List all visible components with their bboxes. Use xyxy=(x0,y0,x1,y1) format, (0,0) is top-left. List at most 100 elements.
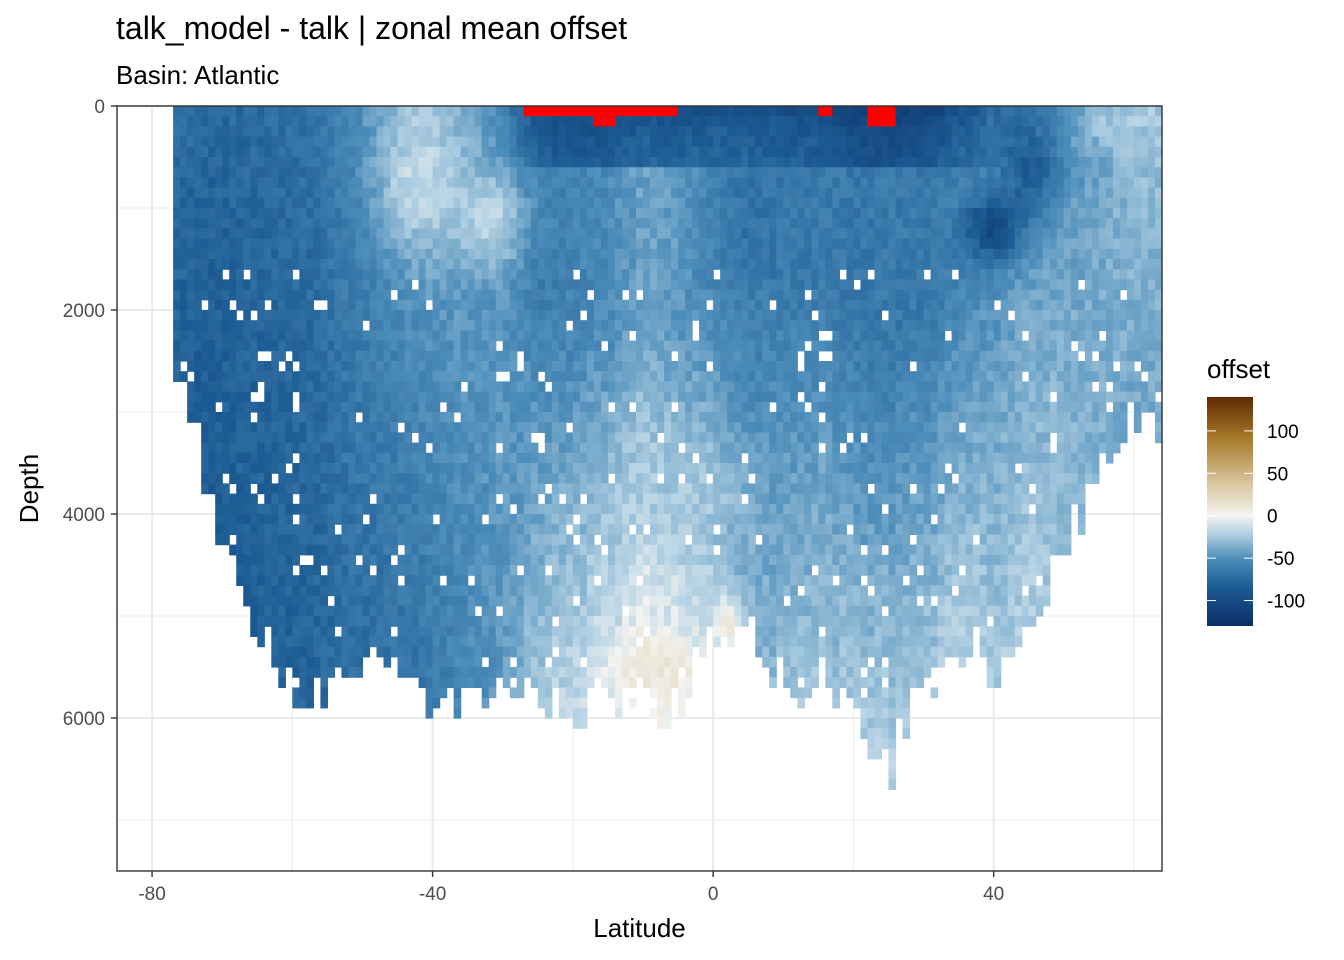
heatmap-cell xyxy=(790,116,798,127)
heatmap-cell xyxy=(643,463,651,474)
heatmap-cell xyxy=(474,656,483,668)
heatmap-cell xyxy=(306,544,314,556)
heatmap-cell xyxy=(355,524,364,535)
heatmap-cell xyxy=(741,463,749,474)
heatmap-cell xyxy=(748,432,756,444)
heatmap-cell xyxy=(804,585,812,597)
heatmap-cell xyxy=(432,391,441,403)
heatmap-cell xyxy=(797,636,805,648)
heatmap-cell xyxy=(790,636,798,648)
heatmap-cell xyxy=(306,116,314,127)
heatmap-cell xyxy=(565,177,574,189)
heatmap-cell xyxy=(818,228,826,240)
heatmap-cell xyxy=(699,514,707,525)
heatmap-cell xyxy=(376,534,385,546)
heatmap-cell xyxy=(825,575,833,586)
heatmap-cell xyxy=(523,646,532,658)
heatmap-cell xyxy=(579,483,588,495)
heatmap-cell xyxy=(678,361,686,372)
heatmap-cell xyxy=(572,677,581,688)
heatmap-cell xyxy=(236,218,244,229)
heatmap-cell xyxy=(762,157,770,168)
heatmap-cell xyxy=(607,524,616,535)
heatmap-cell xyxy=(320,687,328,699)
heatmap-cell xyxy=(187,126,195,138)
heatmap-cell xyxy=(299,646,307,658)
heatmap-cell xyxy=(762,106,770,117)
heatmap-cell xyxy=(446,248,455,260)
heatmap-cell xyxy=(572,718,581,729)
heatmap-cell xyxy=(453,667,462,678)
heatmap-cell xyxy=(720,524,728,535)
heatmap-cell xyxy=(355,493,364,505)
heatmap-cell xyxy=(825,463,833,474)
heatmap-cell xyxy=(222,157,230,168)
heatmap-cell xyxy=(292,106,300,117)
heatmap-cell xyxy=(544,401,553,413)
heatmap-cell xyxy=(614,554,623,566)
heatmap-cell xyxy=(516,605,525,617)
heatmap-cell xyxy=(215,310,223,321)
heatmap-cell xyxy=(523,391,532,403)
heatmap-cell xyxy=(516,626,525,637)
heatmap-cell xyxy=(706,146,714,158)
heatmap-cell xyxy=(699,646,707,658)
heatmap-cell xyxy=(769,626,777,637)
heatmap-cell xyxy=(621,422,630,433)
heatmap-cell xyxy=(720,187,728,199)
heatmap-cell xyxy=(439,616,448,627)
heatmap-cell xyxy=(243,299,251,311)
heatmap-cell xyxy=(628,616,637,627)
heatmap-cell xyxy=(215,493,223,505)
heatmap-cell xyxy=(509,208,518,219)
heatmap-cell xyxy=(692,350,700,362)
heatmap-cell xyxy=(586,422,595,433)
heatmap-cell xyxy=(425,310,434,321)
heatmap-cell xyxy=(635,483,644,495)
heatmap-cell xyxy=(390,463,399,474)
heatmap-cell xyxy=(516,269,525,280)
heatmap-cell xyxy=(243,208,251,219)
heatmap-cell xyxy=(558,677,567,688)
heatmap-cell xyxy=(285,289,293,301)
heatmap-cell xyxy=(201,432,209,444)
heatmap-cell xyxy=(362,432,371,444)
heatmap-cell xyxy=(783,524,791,535)
heatmap-cell xyxy=(741,228,749,240)
heatmap-cell xyxy=(187,248,195,260)
heatmap-cell xyxy=(467,248,476,260)
heatmap-cell xyxy=(776,187,784,199)
heatmap-cell xyxy=(495,299,504,311)
heatmap-cell xyxy=(685,381,693,393)
heatmap-cell xyxy=(797,289,805,301)
heatmap-cell xyxy=(818,514,826,525)
heatmap-cell xyxy=(551,340,560,352)
heatmap-cell xyxy=(495,330,504,342)
heatmap-cell xyxy=(678,238,686,250)
heatmap-cell xyxy=(376,544,385,556)
heatmap-cell xyxy=(509,595,518,607)
heatmap-cell xyxy=(390,269,399,280)
heatmap-cell xyxy=(551,146,560,158)
heatmap-cell xyxy=(278,422,286,433)
heatmap-cell xyxy=(685,412,693,423)
heatmap-cell xyxy=(376,463,385,474)
heatmap-cell xyxy=(362,289,371,301)
heatmap-cell xyxy=(362,463,371,474)
heatmap-cell xyxy=(229,187,237,199)
heatmap-cell xyxy=(657,503,665,515)
heatmap-cell xyxy=(229,320,237,331)
heatmap-cell xyxy=(692,299,700,311)
heatmap-cell xyxy=(572,238,581,250)
heatmap-cell xyxy=(685,371,693,382)
heatmap-cell xyxy=(292,422,300,433)
heatmap-cell xyxy=(173,106,181,117)
heatmap-cell xyxy=(362,401,371,413)
heatmap-cell xyxy=(474,595,483,607)
heatmap-cell xyxy=(734,106,742,117)
heatmap-cell xyxy=(341,636,350,648)
heatmap-cell xyxy=(600,259,609,270)
heatmap-cell xyxy=(769,554,777,566)
heatmap-cell xyxy=(341,585,350,597)
heatmap-cell xyxy=(551,361,560,372)
